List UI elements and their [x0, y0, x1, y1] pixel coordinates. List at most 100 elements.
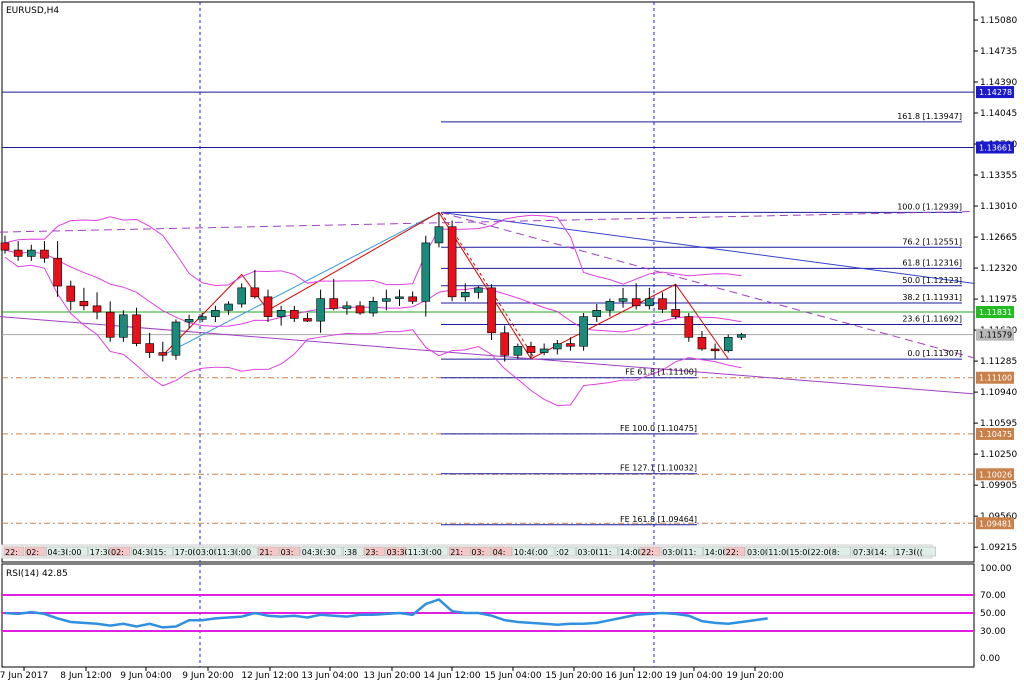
- price-tag-bg: [976, 86, 1014, 99]
- candle-body: [658, 298, 667, 310]
- candle-body: [737, 334, 746, 338]
- rsi-tick-label: 0.00: [980, 654, 1000, 664]
- session-marker-label: :30: [323, 548, 336, 557]
- session-marker-bg: [682, 546, 703, 557]
- candle-body: [460, 292, 470, 298]
- candle-body: [355, 305, 365, 314]
- candle-body: [13, 249, 23, 257]
- date-tick-label: 19 Jun 20:00: [726, 671, 783, 681]
- session-marker-label: :38: [344, 548, 357, 557]
- drawing-objects-layer[interactable]: [0, 91, 975, 526]
- session-marker-label: 15:00: [789, 548, 812, 557]
- session-marker-bg: [660, 546, 682, 557]
- candle-body: [92, 305, 102, 313]
- session-marker-label: 03:: [471, 548, 484, 557]
- candle-body: [211, 310, 220, 317]
- candle-body: [224, 303, 233, 311]
- fibo-expansion-label: FE 61.8 [1.11100]: [625, 368, 697, 377]
- price-tick-label: 1.10595: [980, 419, 1017, 429]
- candle-body: [500, 332, 510, 356]
- session-marker-label: 22:: [726, 548, 739, 557]
- candle-body: [184, 319, 194, 323]
- candle-body: [566, 343, 575, 347]
- rsi-tick-label: 50.00: [980, 609, 1006, 619]
- fibo-level-label: 61.8 [1.12316]: [902, 258, 962, 267]
- main-chart-frame: [1, 1, 975, 563]
- session-marker-bg: [830, 546, 852, 557]
- price-tick-label: 1.15080: [980, 16, 1017, 26]
- candle-body: [26, 249, 36, 257]
- candle-body: [329, 298, 339, 309]
- rsi-indicator: 100.00 70.00 50.00 30.00 0.00: [2, 564, 1012, 664]
- session-marker-label: 8:: [832, 548, 840, 557]
- zigzag-line: [162, 211, 440, 356]
- session-marker-bg: [427, 546, 449, 557]
- session-marker-label: 07:30: [853, 548, 876, 557]
- session-marker-label: 14:00: [705, 548, 728, 557]
- price-tag-bg: [976, 141, 1014, 154]
- session-marker-bg: [3, 546, 25, 557]
- session-marker-label: 17:00: [175, 548, 198, 557]
- candle-body: [368, 301, 378, 314]
- candle-body: [697, 336, 707, 350]
- session-marker-bg: [618, 546, 640, 557]
- chart-title: EURUSD,H4: [6, 6, 59, 16]
- candle-body: [158, 352, 168, 356]
- channel-line: [440, 211, 975, 359]
- candle-body: [66, 285, 76, 302]
- session-marker-bg: [364, 546, 385, 557]
- rsi-tick-label: 70.00: [980, 591, 1006, 601]
- candles-layer[interactable]: [0, 212, 746, 362]
- candle-body: [526, 345, 536, 353]
- session-marker-bg: [215, 546, 237, 557]
- price-tag-bg: [976, 306, 1014, 319]
- rsi-panel-frame: [1, 563, 975, 668]
- channel-line: [0, 316, 975, 395]
- session-marker-label: 17:30: [895, 548, 918, 557]
- price-tag-bg: [976, 517, 1014, 530]
- candle-body: [145, 343, 154, 353]
- session-marker-label: 11:: [683, 548, 696, 557]
- fibo-level-label: 23.6 [1.11692]: [902, 315, 962, 324]
- candle-body: [605, 301, 615, 311]
- price-tick-label: 1.09560: [980, 512, 1017, 522]
- fibo-level-label: 100.0 [1.12939]: [897, 202, 962, 211]
- session-marker-bg: [703, 546, 724, 557]
- candle-body: [316, 298, 325, 322]
- candle-body: [447, 226, 457, 298]
- fibo-expansion-label: FE 161.8 [1.09464]: [620, 515, 697, 524]
- price-tick-label: 1.12320: [980, 264, 1017, 274]
- price-tick-label: 1.09215: [980, 543, 1017, 553]
- date-tick-label: 13 Jun 20:00: [363, 671, 420, 681]
- session-marker-label: 03:00: [196, 548, 219, 557]
- session-marker-bg: [194, 546, 216, 557]
- session-marker-label: 17:30: [90, 548, 113, 557]
- date-tick-label: 16 Jun 12:00: [605, 671, 662, 681]
- session-marker-label: 04:: [493, 548, 506, 557]
- rsi-line: [4, 598, 768, 629]
- session-marker-label: 04:30: [302, 548, 325, 557]
- grid-layer: [199, 2, 655, 667]
- session-marker-bg: [46, 546, 67, 557]
- session-marker-bg: [597, 546, 618, 557]
- candle-body: [237, 287, 246, 305]
- candle-body: [487, 287, 496, 334]
- session-marker-label: 03:00: [577, 548, 600, 557]
- candle-body: [0, 242, 10, 251]
- session-marker-label: 23:: [365, 548, 378, 557]
- session-marker-label: 04:30: [47, 548, 70, 557]
- rsi-tick-label: 30.00: [980, 627, 1006, 637]
- date-tick-label: 15 Jun 20:00: [545, 671, 602, 681]
- session-marker-bg: [554, 546, 576, 557]
- price-tag-value: 1.10026: [979, 470, 1012, 479]
- session-marker-bg: [279, 546, 300, 557]
- fibo-level-label: 76.2 [1.12551]: [902, 237, 962, 246]
- candle-body: [132, 314, 141, 344]
- session-marker-bg: [491, 546, 512, 557]
- session-marker-bg: [448, 546, 470, 557]
- fibo-expansion-label: FE 127.1 [1.10032]: [620, 464, 697, 473]
- session-marker-bg: [512, 546, 534, 557]
- session-marker-label: 22:: [5, 548, 18, 557]
- date-tick-label: 19 Jun 04:00: [665, 671, 722, 681]
- price-tag-bg: [976, 427, 1014, 440]
